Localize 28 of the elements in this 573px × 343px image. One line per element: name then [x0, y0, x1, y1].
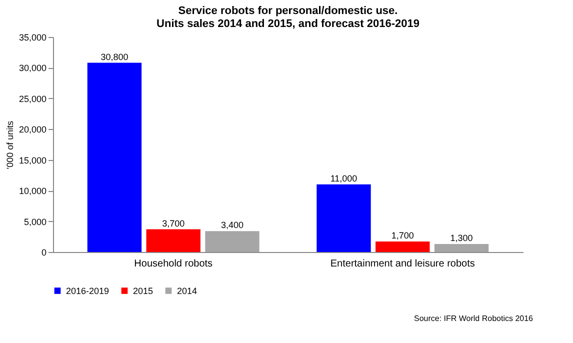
- bar: [376, 242, 430, 252]
- y-axis-title: '000 of units: [4, 120, 15, 170]
- bar: [205, 231, 260, 252]
- data-label: 1,300: [450, 233, 473, 244]
- y-tick-label: 5,000: [24, 216, 46, 227]
- chart-title: Service robots for personal/domestic use. Units sales 2014 and 2015, and forecast 2016-2019: [156, 5, 420, 30]
- y-tick-label: 15,000: [18, 155, 46, 166]
- x-tick-label: Entertainment and leisure robots: [330, 258, 475, 270]
- source-note: Source: IFR World Robotics 2016: [414, 314, 533, 323]
- data-label: 3,400: [220, 220, 244, 230]
- y-tick-label: 25,000: [18, 94, 46, 104]
- bar: [146, 229, 200, 252]
- bar: [87, 62, 142, 252]
- y-tick-label: 30,000: [18, 63, 46, 74]
- y-tick-label: 10,000: [18, 186, 46, 196]
- data-label: 3,700: [162, 218, 185, 228]
- legend-label: 2015: [133, 286, 154, 296]
- data-label: 1,700: [391, 230, 414, 241]
- y-tick-label: 0: [41, 248, 46, 258]
- legend-label: 2016-2019: [66, 286, 110, 296]
- y-tick-label: 35,000: [18, 32, 46, 42]
- legend-label: 2014: [177, 286, 198, 296]
- x-tick-label: Household robots: [134, 258, 213, 270]
- y-tick-label: 20,000: [18, 124, 46, 135]
- data-label: 30,800: [100, 52, 128, 62]
- data-label: 11,000: [330, 173, 358, 184]
- bar: [434, 244, 489, 252]
- bar: [316, 184, 371, 252]
